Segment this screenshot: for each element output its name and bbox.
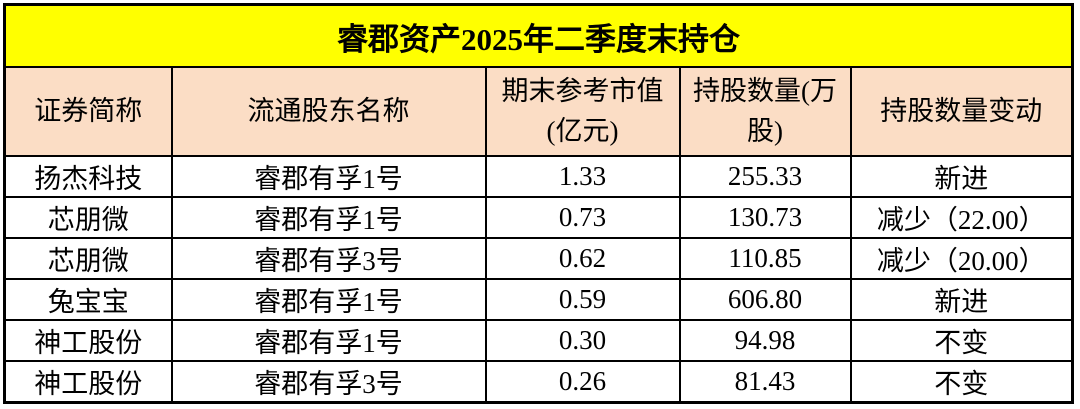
cell-share-count: 94.98 [678,319,852,362]
cell-share-change: 减少（20.00） [849,237,1074,280]
table-row: 芯朋微 睿郡有孚3号 0.62 110.85 减少（20.00） [3,237,1074,280]
col-header-share-change: 持股数量变动 [849,66,1074,157]
holdings-table: 睿郡资产2025年二季度末持仓 证券简称 流通股东名称 期末参考市值(亿元) 持… [3,3,1075,404]
cell-security-name: 神工股份 [3,319,173,362]
table-row: 神工股份 睿郡有孚1号 0.30 94.98 不变 [3,319,1074,362]
table-row: 芯朋微 睿郡有孚1号 0.73 130.73 减少（22.00） [3,196,1074,239]
cell-market-value: 1.33 [484,155,681,198]
cell-share-count: 255.33 [678,155,852,198]
cell-market-value: 0.59 [484,278,681,321]
cell-share-change: 减少（22.00） [849,196,1074,239]
table-title: 睿郡资产2025年二季度末持仓 [3,3,1074,68]
cell-shareholder-name: 睿郡有孚1号 [170,278,487,321]
cell-shareholder-name: 睿郡有孚3号 [170,237,487,280]
cell-security-name: 芯朋微 [3,237,173,280]
table-row: 扬杰科技 睿郡有孚1号 1.33 255.33 新进 [3,155,1074,198]
cell-share-change: 不变 [849,319,1074,362]
title-row: 睿郡资产2025年二季度末持仓 [3,3,1074,68]
cell-market-value: 0.26 [484,360,681,404]
cell-security-name: 扬杰科技 [3,155,173,198]
cell-share-count: 606.80 [678,278,852,321]
cell-share-count: 130.73 [678,196,852,239]
col-header-shareholder-name: 流通股东名称 [170,66,487,157]
cell-shareholder-name: 睿郡有孚3号 [170,360,487,404]
cell-security-name: 芯朋微 [3,196,173,239]
cell-shareholder-name: 睿郡有孚1号 [170,319,487,362]
cell-market-value: 0.73 [484,196,681,239]
col-header-share-count: 持股数量(万股) [678,66,852,157]
cell-share-change: 不变 [849,360,1074,404]
cell-market-value: 0.30 [484,319,681,362]
cell-share-count: 81.43 [678,360,852,404]
col-header-security-name: 证券简称 [3,66,173,157]
cell-share-change: 新进 [849,155,1074,198]
table-row: 神工股份 睿郡有孚3号 0.26 81.43 不变 [3,360,1074,404]
cell-share-change: 新进 [849,278,1074,321]
cell-share-count: 110.85 [678,237,852,280]
cell-shareholder-name: 睿郡有孚1号 [170,155,487,198]
cell-security-name: 兔宝宝 [3,278,173,321]
table-row: 兔宝宝 睿郡有孚1号 0.59 606.80 新进 [3,278,1074,321]
cell-security-name: 神工股份 [3,360,173,404]
header-row: 证券简称 流通股东名称 期末参考市值(亿元) 持股数量(万股) 持股数量变动 [3,66,1074,157]
cell-market-value: 0.62 [484,237,681,280]
col-header-market-value: 期末参考市值(亿元) [484,66,681,157]
cell-shareholder-name: 睿郡有孚1号 [170,196,487,239]
